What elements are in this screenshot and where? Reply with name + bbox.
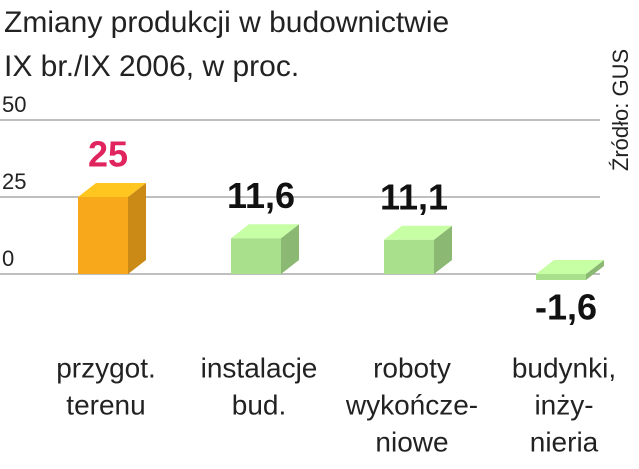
x-tick-label: instalacje xyxy=(201,352,318,383)
value-label: 11,1 xyxy=(380,176,448,217)
y-tick-label: 0 xyxy=(2,246,14,271)
x-tick-label: inży- xyxy=(534,389,593,420)
bar-side xyxy=(128,183,146,274)
bar-top xyxy=(78,183,146,197)
value-label: 11,6 xyxy=(227,175,295,216)
x-tick-label: wykończe- xyxy=(345,389,478,420)
bar xyxy=(536,274,586,280)
chart-subtitle: IX br./IX 2006, w proc. xyxy=(4,50,299,83)
x-tick-label: terenu xyxy=(66,389,145,420)
x-tick-label: nieria xyxy=(530,426,599,457)
bar xyxy=(231,238,281,274)
value-label: 25 xyxy=(88,134,128,175)
bar xyxy=(384,239,434,274)
y-tick-label: 50 xyxy=(2,92,26,117)
bar-top xyxy=(536,260,604,274)
chart-title: Zmiany produkcji w budownictwie xyxy=(4,6,449,39)
x-tick-label: przygot. xyxy=(56,352,156,383)
x-tick-label: budynki, xyxy=(512,352,616,383)
x-tick-label: niowe xyxy=(375,426,448,457)
bar xyxy=(78,197,128,274)
bar-top xyxy=(384,225,452,240)
bar-side xyxy=(586,260,604,280)
value-label: -1,6 xyxy=(535,287,597,328)
bar-side xyxy=(434,225,452,274)
x-tick-label: bud. xyxy=(232,389,287,420)
bar-side xyxy=(281,224,299,274)
source: Źródło: GUS xyxy=(608,49,633,171)
y-tick-label: 25 xyxy=(2,169,26,194)
x-tick-label: roboty xyxy=(373,352,451,383)
bar-top xyxy=(231,224,299,239)
